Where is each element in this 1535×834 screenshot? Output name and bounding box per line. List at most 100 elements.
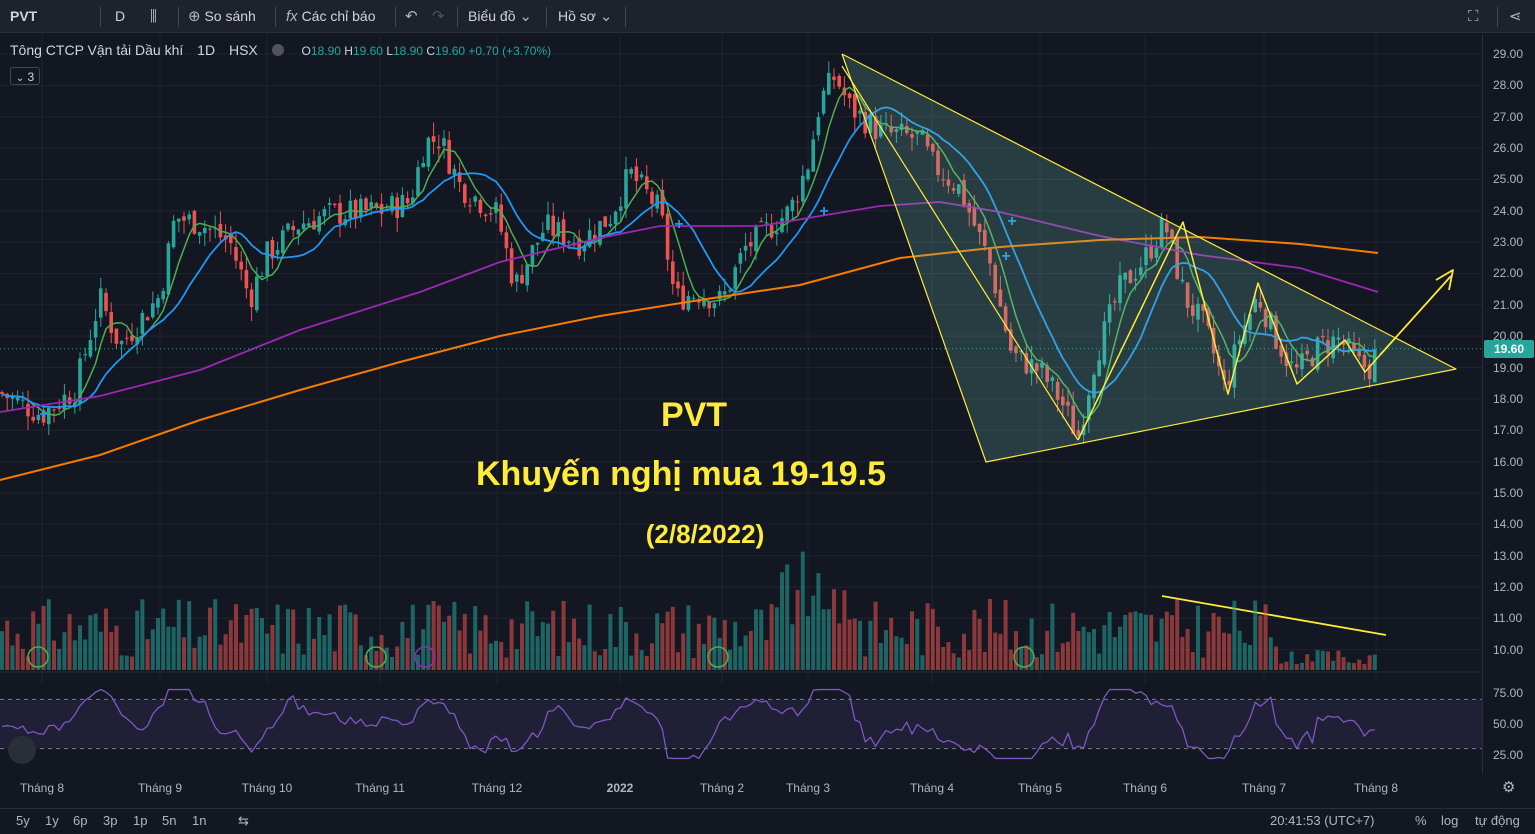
candle-body	[203, 228, 207, 234]
candle-body	[905, 126, 909, 134]
indicator-count-toggle[interactable]: ⌄ 3	[10, 67, 40, 85]
volume-bar	[1222, 632, 1226, 670]
open-value: 18.90	[310, 44, 341, 58]
candle-body	[1336, 337, 1341, 340]
volume-bar	[1092, 628, 1096, 670]
volume-bar	[1066, 641, 1070, 670]
candle-body	[0, 392, 4, 394]
candle-body	[437, 146, 441, 149]
volume-bar	[561, 600, 566, 670]
candle-body	[624, 169, 628, 209]
volume-bar	[213, 599, 218, 670]
volume-bar	[691, 657, 696, 670]
redo-icon[interactable]: ↷	[432, 8, 445, 25]
settings-gear-icon[interactable]: ⚙	[1502, 779, 1516, 796]
volume-bar	[774, 607, 779, 670]
range-button-1y[interactable]: 1y	[45, 813, 59, 828]
candle-body	[593, 234, 597, 241]
candle-body	[603, 216, 607, 227]
volume-bar	[98, 631, 103, 670]
volume-bar	[1237, 630, 1242, 670]
volume-bar	[452, 601, 457, 670]
volume-bar	[52, 640, 56, 670]
candle-style-icon[interactable]: ⫼	[150, 8, 157, 25]
volume-bar	[1190, 652, 1195, 670]
volume-bar	[306, 608, 311, 670]
chart-menu-button[interactable]: Biểu đồ ⌄	[468, 0, 532, 33]
candle-body	[1191, 305, 1195, 316]
price-chart[interactable]: + + + + +	[0, 34, 1482, 774]
hide-legend-icon[interactable]	[271, 44, 284, 56]
price-axis[interactable]	[1482, 34, 1535, 774]
range-button-5n[interactable]: 5n	[162, 813, 177, 828]
range-button-3p[interactable]: 3p	[103, 813, 118, 828]
share-icon[interactable]: ⋖	[1509, 8, 1522, 25]
candle-body	[83, 354, 87, 356]
volume-bar	[1232, 600, 1237, 670]
candle-body	[676, 281, 680, 289]
candle-body	[853, 94, 857, 118]
high-label: H	[344, 44, 353, 58]
volume-bar	[1362, 663, 1367, 670]
percent-scale-toggle[interactable]: %	[1415, 813, 1427, 828]
volume-bar	[291, 609, 296, 670]
interval-button[interactable]: D	[115, 8, 126, 24]
candle-body	[551, 215, 555, 236]
volume-bar	[239, 642, 244, 670]
candle-body	[639, 174, 644, 178]
date-range-icon[interactable]: ⇆	[238, 813, 249, 828]
candle-body	[301, 223, 306, 230]
auto-scale-toggle[interactable]: tự động	[1475, 813, 1520, 828]
volume-bar	[868, 620, 873, 670]
candle-body	[504, 232, 509, 249]
candle-body	[333, 203, 337, 206]
volume-bar	[483, 615, 488, 670]
volume-bar	[1149, 614, 1154, 670]
volume-bar	[800, 551, 805, 670]
candle-body	[1227, 380, 1231, 385]
candle-body	[36, 414, 41, 421]
candle-body	[717, 291, 722, 300]
chart-plot-area[interactable]: + + + + +	[0, 34, 1482, 774]
undo-icon[interactable]: ↶	[405, 8, 418, 25]
profile-menu-button[interactable]: Hồ sơ ⌄	[558, 0, 612, 33]
triangle-pattern	[841, 53, 1457, 463]
volume-bar	[1118, 626, 1122, 670]
candle-body	[1045, 365, 1049, 382]
candle-body	[1024, 353, 1029, 374]
log-scale-toggle[interactable]: log	[1441, 813, 1459, 828]
time-tick-label: Tháng 12	[471, 781, 523, 795]
range-button-1n[interactable]: 1n	[192, 813, 207, 828]
toolbar-divider	[625, 7, 626, 27]
volume-bar	[182, 637, 186, 670]
candle-body	[1133, 278, 1138, 281]
candle-body	[910, 133, 914, 138]
candle-body	[967, 203, 971, 213]
price-tick-label: 29.00	[1493, 47, 1524, 61]
candle-body	[780, 218, 784, 233]
event-marker-icon	[707, 646, 729, 668]
ma-slow-line	[0, 201, 1379, 413]
compare-button[interactable]: ⊕ So sánh	[188, 0, 256, 33]
candle-body	[608, 223, 613, 227]
volume-bar	[1180, 636, 1185, 670]
indicators-button[interactable]: fx Các chỉ báo	[286, 0, 376, 33]
volume-bar	[790, 624, 795, 670]
candle-body	[619, 206, 623, 212]
volume-bar	[546, 623, 550, 670]
range-button-6p[interactable]: 6p	[73, 813, 88, 828]
candle-body	[135, 337, 139, 345]
volume-bar	[494, 640, 498, 670]
symbol-search-button[interactable]: PVT	[10, 8, 38, 24]
price-tick-label: 23.00	[1493, 235, 1524, 250]
candle-body	[463, 184, 467, 204]
volume-bar	[904, 643, 909, 670]
volume-bar	[41, 605, 46, 670]
range-button-1p[interactable]: 1p	[133, 813, 148, 828]
fullscreen-icon[interactable]: ⛶	[1468, 8, 1479, 25]
candle-body	[478, 199, 483, 214]
candle-body	[10, 396, 15, 399]
candle-body	[915, 131, 919, 134]
range-button-5y[interactable]: 5y	[16, 813, 30, 828]
volume-bar	[286, 608, 290, 670]
